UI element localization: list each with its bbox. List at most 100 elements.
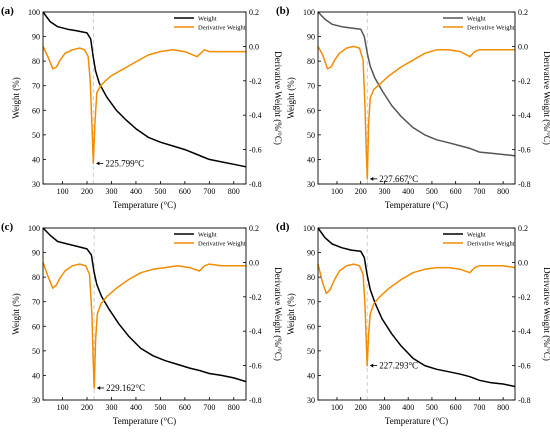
x-tick-label: 400	[402, 187, 414, 196]
y-tick-label: 30	[32, 180, 40, 189]
y-tick-label: 70	[307, 298, 315, 307]
y2-tick-label: -0.6	[249, 362, 262, 371]
x-tick-label: 700	[203, 403, 215, 412]
chart-panel-0: (a) 225.799°C 100 200 300 400 500 600 700 800 30 40…	[1, 5, 283, 210]
x-tick-label: 800	[228, 187, 240, 196]
y2-tick-label: -0.6	[518, 362, 531, 371]
y-tick-label: 100	[303, 8, 315, 17]
x-tick-label: 200	[81, 403, 93, 412]
x-axis-label: Temperature (°C)	[385, 416, 448, 426]
x-tick-label: 700	[473, 403, 485, 412]
series-line-derivative	[317, 263, 516, 367]
y-tick-label: 70	[307, 82, 315, 91]
chart-panel-3: (d) 227.293°C 100 200 300 400 500 600 700 800 30 40…	[276, 221, 550, 426]
y-tick-label: 100	[28, 8, 40, 17]
panel-label: (c)	[1, 221, 14, 233]
series-line-derivative	[42, 262, 246, 389]
y2-axis-label: Derivative Weight (%/°C)	[273, 51, 283, 145]
series-line-weight	[42, 227, 247, 383]
x-axis-label: Temperature (°C)	[113, 416, 176, 426]
y2-tick-label: 0.2	[249, 8, 259, 17]
legend-label: Weight	[467, 232, 486, 239]
y-axis-label: Weight (%)	[11, 77, 21, 119]
y2-tick-label: -0.4	[518, 327, 531, 336]
panel-label: (b)	[276, 5, 290, 17]
y-tick-label: 90	[32, 33, 40, 42]
x-tick-label: 400	[130, 403, 142, 412]
y2-tick-label: 0.0	[249, 258, 259, 267]
y-tick-label: 60	[307, 106, 315, 115]
y-tick-label: 60	[307, 322, 315, 331]
y2-axis-label: Derivative Weight (%/°C)	[542, 267, 550, 361]
x-tick-label: 100	[331, 187, 343, 196]
y-tick-label: 60	[32, 106, 40, 115]
y2-tick-label: -0.8	[518, 396, 531, 405]
y-tick-label: 50	[307, 347, 315, 356]
x-tick-label: 700	[203, 187, 215, 196]
y-tick-label: 80	[32, 57, 40, 66]
y2-tick-label: -0.4	[249, 327, 262, 336]
x-tick-label: 500	[154, 403, 166, 412]
legend-label: Derivative Weight	[467, 25, 515, 32]
y-tick-label: 90	[307, 249, 315, 258]
y-tick-label: 40	[32, 155, 40, 164]
y2-tick-label: -0.6	[518, 146, 531, 155]
x-tick-label: 800	[497, 403, 509, 412]
legend-label: Weight	[467, 16, 486, 23]
y2-tick-label: -0.4	[518, 111, 531, 120]
y-tick-label: 60	[32, 322, 40, 331]
annotation-arrowhead	[370, 363, 374, 368]
y-tick-label: 90	[32, 249, 40, 258]
y-tick-label: 30	[307, 396, 315, 405]
series-line-weight	[317, 227, 516, 388]
x-tick-label: 100	[331, 403, 343, 412]
x-tick-label: 500	[426, 187, 438, 196]
series-line-weight	[317, 11, 516, 157]
y2-axis-label: Derivative Weight (%/°C)	[542, 51, 550, 145]
y-tick-label: 40	[32, 371, 40, 380]
chart-panel-1: (b) 227.667°C 100 200 300 400 500 600 700 800 30 40…	[276, 5, 550, 210]
x-tick-label: 800	[497, 187, 509, 196]
x-tick-label: 700	[473, 187, 485, 196]
y-tick-label: 50	[32, 347, 40, 356]
y2-tick-label: -0.8	[249, 396, 262, 405]
y-tick-label: 80	[307, 57, 315, 66]
annotation-arrowhead	[96, 161, 100, 166]
x-axis-label: Temperature (°C)	[113, 200, 176, 210]
y-tick-label: 30	[307, 180, 315, 189]
x-tick-label: 300	[105, 187, 117, 196]
plot-frame	[317, 11, 516, 185]
y-axis-label: Weight (%)	[11, 293, 21, 335]
y-axis-label: Weight (%)	[286, 77, 296, 119]
annotation-arrowhead	[370, 176, 374, 181]
y2-tick-label: -0.2	[249, 77, 262, 86]
y2-axis-label: Derivative Weight (%/°C)	[273, 267, 283, 361]
legend-label: Derivative Weight	[198, 241, 246, 248]
y2-tick-label: 0.0	[249, 42, 259, 51]
x-tick-label: 600	[179, 187, 191, 196]
x-tick-label: 300	[378, 403, 390, 412]
panel-label: (a)	[1, 5, 14, 17]
panel-label: (d)	[276, 221, 290, 233]
plot-frame	[317, 227, 516, 401]
x-tick-label: 200	[355, 403, 367, 412]
y-tick-label: 80	[307, 273, 315, 282]
peak-annotation: 227.667°C	[379, 174, 418, 184]
plot-frame	[42, 11, 247, 185]
series-line-derivative	[42, 46, 246, 165]
legend-label: Derivative Weight	[198, 25, 246, 32]
x-tick-label: 300	[105, 403, 117, 412]
peak-annotation: 225.799°C	[105, 158, 144, 168]
x-tick-label: 200	[355, 187, 367, 196]
y-tick-label: 80	[32, 273, 40, 282]
y-tick-label: 50	[307, 131, 315, 140]
x-tick-label: 500	[154, 187, 166, 196]
y2-tick-label: -0.6	[249, 146, 262, 155]
y2-tick-label: 0.2	[518, 8, 528, 17]
y2-tick-label: 0.2	[249, 224, 259, 233]
x-tick-label: 300	[378, 187, 390, 196]
y-tick-label: 40	[307, 371, 315, 380]
y2-tick-label: -0.8	[249, 180, 262, 189]
peak-annotation: 227.293°C	[379, 361, 418, 371]
x-tick-label: 500	[426, 403, 438, 412]
